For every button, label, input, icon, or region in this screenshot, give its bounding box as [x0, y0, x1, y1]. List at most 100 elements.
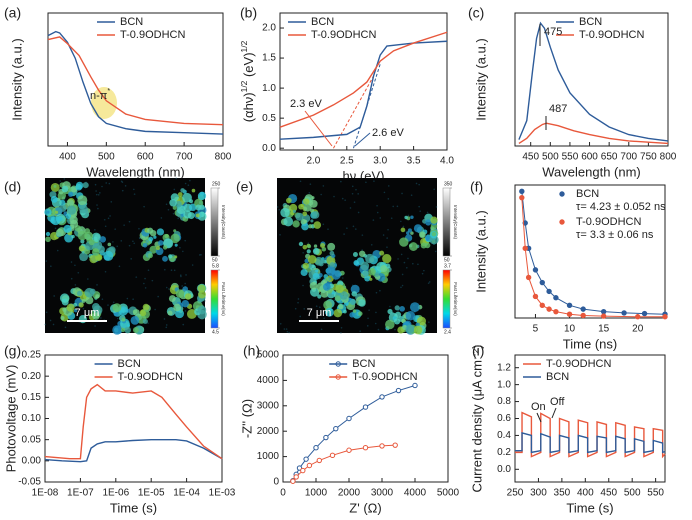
noise: [44, 323, 47, 326]
x-tick-label: 1E-06: [102, 488, 129, 499]
x-tick-label: 800: [660, 152, 677, 163]
noise: [100, 317, 102, 319]
particle: [147, 227, 154, 234]
noise: [326, 296, 328, 299]
particle: [197, 284, 206, 293]
x-tick-label: 700: [176, 152, 193, 163]
noise: [418, 205, 420, 208]
text-part: *: [107, 87, 110, 95]
noise: [359, 330, 361, 332]
particle: [302, 211, 308, 217]
particle: [54, 210, 59, 214]
particle: [311, 196, 315, 200]
noise: [401, 284, 404, 287]
particle: [298, 241, 304, 247]
noise: [377, 328, 380, 331]
x-tick-label: 5: [533, 324, 539, 335]
noise: [322, 185, 325, 187]
particle: [405, 311, 416, 321]
particle: [385, 319, 395, 330]
noise: [276, 206, 279, 208]
particle: [360, 261, 370, 271]
arrow: [551, 407, 557, 419]
x-tick-label: 500: [624, 488, 641, 499]
particle: [92, 303, 100, 311]
data-point: [379, 443, 385, 449]
particle: [55, 228, 64, 237]
particle: [321, 246, 327, 252]
x-tick-label: 600: [137, 152, 154, 163]
particle: [292, 209, 297, 214]
noise: [184, 239, 186, 242]
noise: [184, 182, 187, 185]
noise: [116, 245, 119, 248]
noise: [333, 299, 336, 301]
particle: [394, 311, 402, 318]
annotation: On: [531, 401, 546, 413]
intensity-colorbar: [442, 187, 451, 257]
noise: [151, 279, 154, 282]
data-point: [412, 382, 418, 389]
noise: [396, 205, 399, 208]
particle: [301, 222, 309, 231]
series-line: [515, 411, 666, 459]
particle: [280, 207, 290, 218]
particle: [145, 239, 149, 244]
particle: [358, 250, 366, 257]
legend-label: BCN: [311, 16, 334, 28]
noise: [340, 180, 342, 183]
particle: [289, 203, 298, 212]
noise: [123, 224, 125, 226]
noise: [143, 282, 145, 285]
noise: [70, 261, 73, 263]
particle: [93, 236, 98, 241]
particle: [197, 305, 207, 315]
noise: [187, 184, 190, 186]
particle: [374, 272, 380, 277]
colorbar-title: Fast Lifetime(ns): [221, 282, 226, 316]
noise: [407, 257, 409, 260]
arrow: [354, 132, 371, 147]
x-tick-label: 4000: [404, 488, 427, 499]
particle: [156, 228, 165, 236]
noise: [184, 282, 186, 285]
noise: [189, 179, 191, 182]
annotation: 475: [544, 26, 562, 38]
data-point: [316, 457, 322, 464]
particle: [184, 293, 192, 300]
particle: [126, 323, 130, 328]
particle: [149, 245, 158, 254]
legend-marker: [559, 191, 565, 197]
annotation: 487: [549, 103, 567, 115]
noise: [297, 301, 299, 304]
noise: [302, 284, 304, 287]
noise: [323, 317, 325, 320]
particle: [180, 188, 185, 193]
noise: [379, 289, 381, 292]
particle: [64, 233, 74, 243]
text-part: (eV): [241, 52, 256, 80]
y-tick-label: 3000: [257, 400, 280, 411]
noise: [327, 228, 329, 231]
noise: [421, 272, 424, 275]
micrograph: [276, 178, 439, 335]
noise: [138, 227, 140, 230]
x-tick-label: 500: [542, 152, 559, 163]
noise: [180, 275, 182, 278]
particle: [80, 239, 85, 244]
noise: [165, 324, 168, 326]
noise: [433, 188, 436, 191]
noise: [49, 319, 52, 322]
y-axis-label: (αhν)1/2 (eV)1/2: [239, 40, 256, 122]
particle: [124, 326, 131, 334]
text-part: 1/2: [239, 80, 249, 92]
x-tick-label: 500: [98, 152, 115, 163]
plot-frame: [47, 12, 224, 147]
noise: [368, 309, 370, 311]
noise: [367, 317, 369, 320]
data-point: [522, 245, 528, 252]
noise: [179, 274, 182, 277]
legend-label: T-0.9ODHCN: [118, 371, 183, 383]
legend-label: BCN: [352, 358, 375, 370]
particle: [59, 293, 70, 303]
